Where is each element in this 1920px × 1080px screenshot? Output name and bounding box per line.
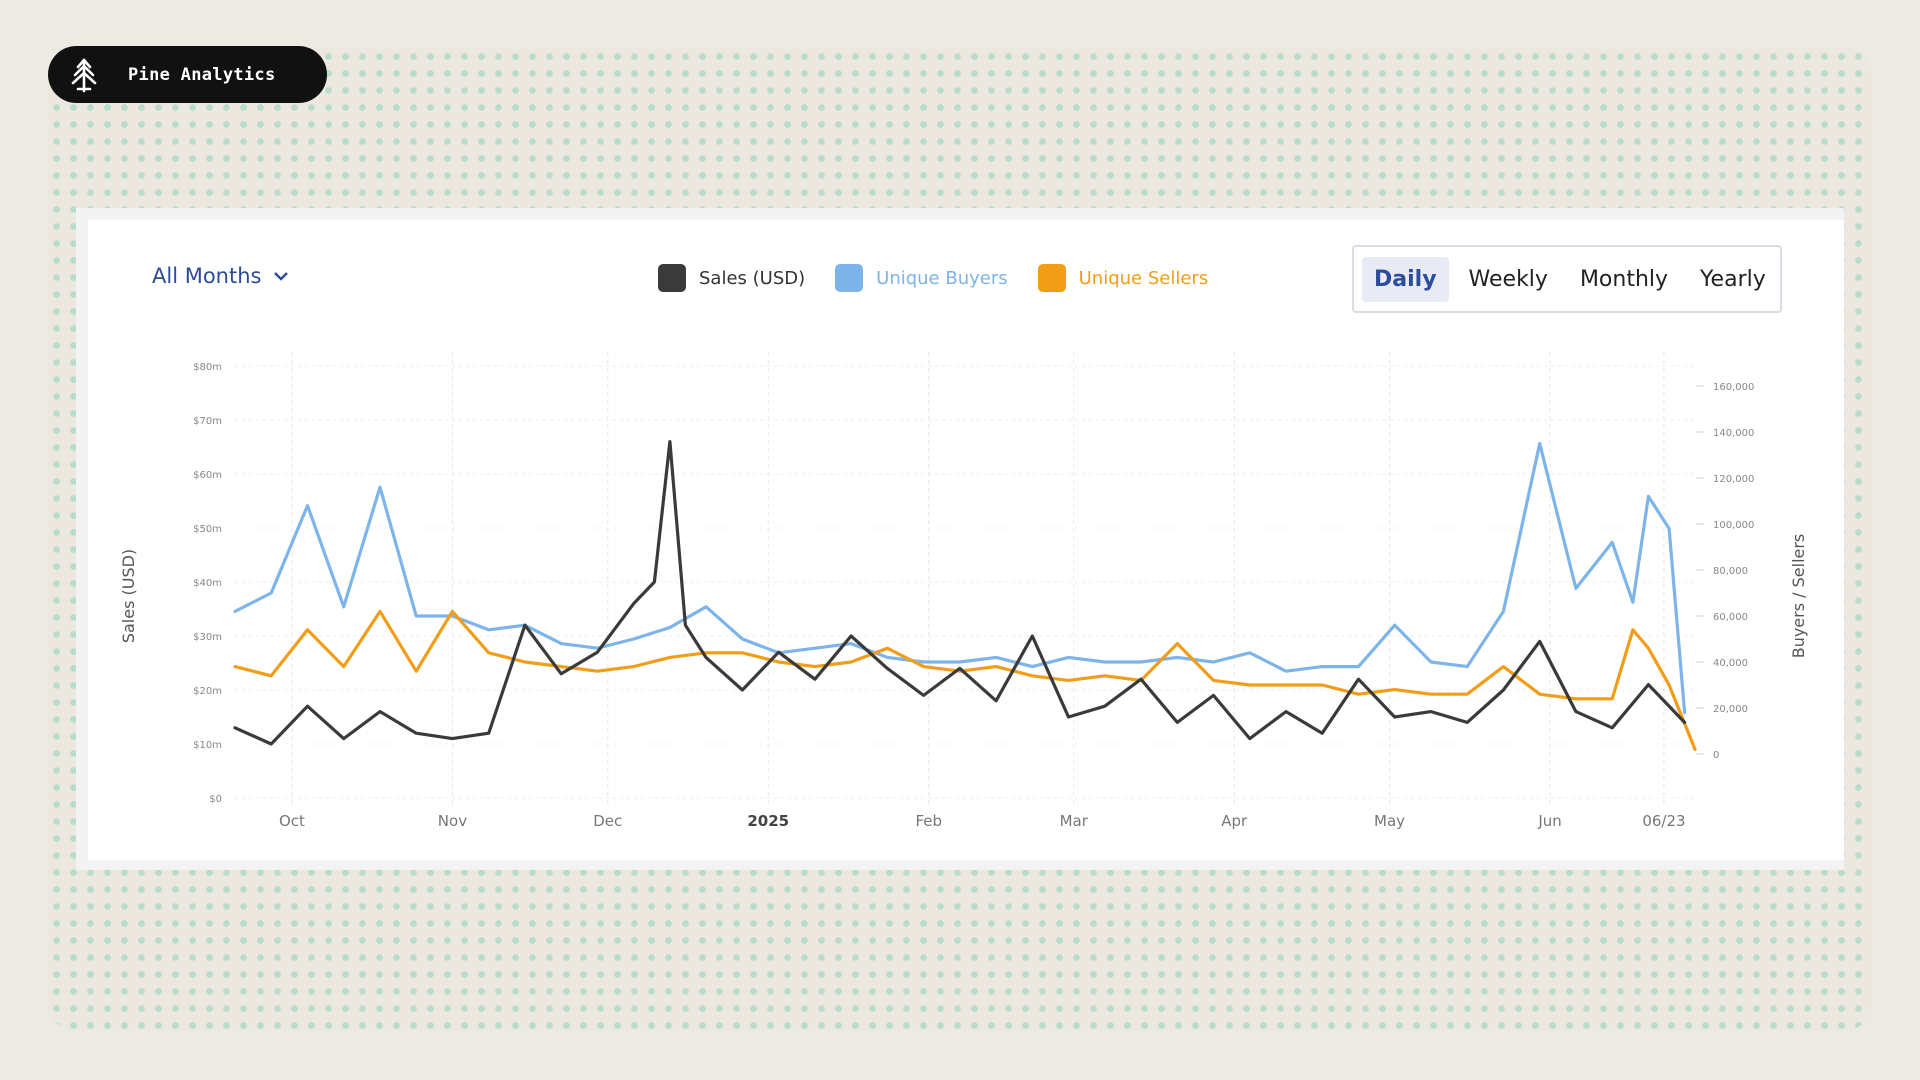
x-tick-label: May [1374, 812, 1405, 830]
months-dropdown[interactable]: All Months [152, 264, 289, 288]
y-tick-label-right: 40,000 [1713, 658, 1748, 669]
y-tick-label-left: $70m [193, 416, 222, 427]
brand-badge: Pine Analytics [48, 46, 327, 103]
x-tick-label: Nov [438, 812, 467, 830]
y-tick-label-left: $10m [193, 740, 222, 751]
y-tick-label-right: 100,000 [1713, 520, 1754, 531]
x-tick-label: 06/23 [1642, 812, 1685, 830]
x-tick-label: Dec [593, 812, 622, 830]
y-tick-label-right: 20,000 [1713, 704, 1748, 715]
y-axis-title-left: Sales (USD) [119, 549, 138, 643]
months-dropdown-label: All Months [152, 264, 262, 288]
chevron-down-icon [274, 272, 289, 281]
legend-swatch-sales [658, 264, 686, 292]
x-tick-label: Feb [915, 812, 942, 830]
legend-item-buyers[interactable]: Unique Buyers [835, 264, 1008, 292]
y-tick-label-right: 140,000 [1713, 428, 1754, 439]
y-tick-label-right: 80,000 [1713, 566, 1748, 577]
y-tick-label-right: 60,000 [1713, 612, 1748, 623]
y-tick-label-left: $0 [209, 794, 222, 805]
series-line-buyers [233, 441, 1687, 715]
chart-legend: Sales (USD) Unique Buyers Unique Sellers [658, 264, 1238, 292]
period-monthly-button[interactable]: Monthly [1579, 266, 1669, 292]
y-tick-label-left: $20m [193, 686, 222, 697]
series-line-sellers [233, 609, 1697, 752]
x-tick-label: 2025 [747, 812, 789, 830]
legend-item-sellers[interactable]: Unique Sellers [1037, 264, 1209, 292]
y-tick-label-left: $50m [193, 524, 222, 535]
chart-panel [88, 220, 1844, 860]
y-tick-label-left: $60m [193, 470, 222, 481]
y-tick-label-right: 0 [1713, 750, 1719, 761]
y-tick-label-left: $40m [193, 578, 222, 589]
pine-tree-icon [71, 58, 97, 92]
legend-label-sales: Sales (USD) [699, 267, 806, 289]
x-tick-label: Jun [1537, 812, 1561, 830]
period-weekly-button[interactable]: Weekly [1468, 266, 1548, 292]
x-tick-label: Apr [1221, 812, 1248, 830]
x-tick-label: Mar [1060, 812, 1089, 830]
legend-label-buyers: Unique Buyers [876, 267, 1008, 289]
period-yearly-button[interactable]: Yearly [1700, 266, 1766, 292]
period-toggle: Daily Weekly Monthly Yearly [1352, 245, 1782, 313]
brand-name: Pine Analytics [128, 64, 276, 85]
y-tick-label-left: $80m [193, 362, 222, 373]
legend-swatch-sellers [1037, 264, 1066, 292]
legend-item-sales[interactable]: Sales (USD) [658, 264, 805, 292]
period-daily-button[interactable]: Daily [1362, 256, 1449, 302]
y-axis-title-right: Buyers / Sellers [1789, 534, 1808, 659]
x-tick-label: Oct [279, 812, 305, 830]
y-tick-label-left: $30m [193, 632, 222, 643]
series-line-sales [233, 440, 1687, 746]
y-tick-label-right: 120,000 [1713, 474, 1754, 485]
legend-label-sellers: Unique Sellers [1078, 267, 1209, 289]
legend-swatch-buyers [835, 264, 864, 292]
y-tick-label-right: 160,000 [1713, 382, 1754, 393]
